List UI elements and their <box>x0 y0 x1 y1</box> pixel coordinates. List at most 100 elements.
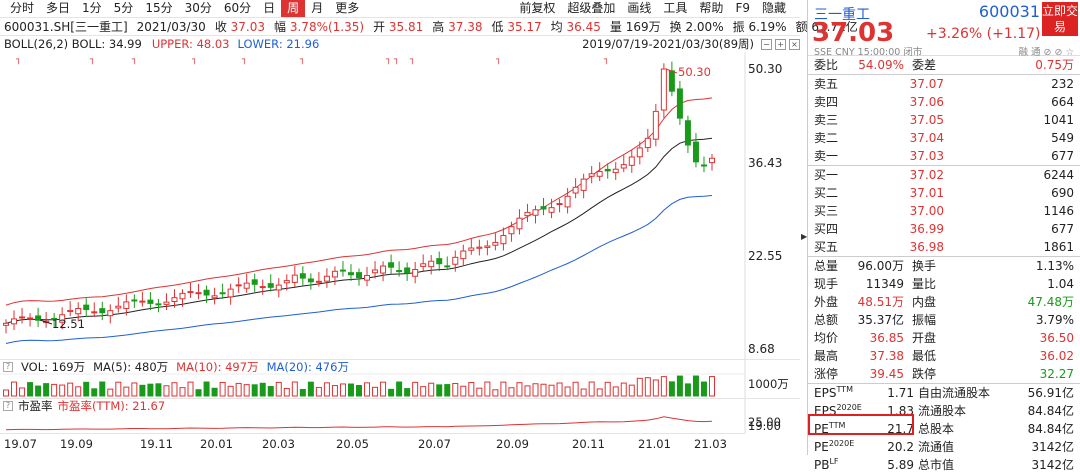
candle-body <box>67 309 74 313</box>
volume-bar <box>195 389 202 397</box>
volume-bar <box>636 377 643 397</box>
candle-body <box>131 299 138 302</box>
event-marker-icon: ┐ <box>191 55 197 65</box>
period-tab-4[interactable]: 15分 <box>145 1 173 15</box>
volume-bar <box>27 382 34 397</box>
volume-bar <box>59 384 66 397</box>
period-tab-1[interactable]: 多日 <box>46 1 71 15</box>
period-tab-0[interactable]: 分时 <box>10 1 35 15</box>
period-tab-2[interactable]: 1分 <box>82 1 102 15</box>
candle-body <box>283 280 290 284</box>
volume-bar <box>163 385 170 397</box>
period-tab-10[interactable]: 更多 <box>335 1 360 15</box>
candle-body <box>692 141 699 163</box>
fin-value2: 56.91亿 <box>1027 386 1074 400</box>
help-icon[interactable]: ? <box>3 362 13 372</box>
stat-row: 总额 35.37亿 振幅 3.79% <box>808 311 1080 329</box>
candle-body <box>163 301 170 305</box>
stat-row: 现手 11349 量比 1.04 <box>808 275 1080 293</box>
event-marker-icon: ┐ <box>241 55 247 65</box>
period-tab-9[interactable]: 月 <box>311 1 324 15</box>
candle-body <box>227 288 234 298</box>
volume-bar: ? VOL: 169万 MA(5): 480万 MA(10): 497万 MA(… <box>0 359 800 374</box>
ask-label: 卖一 <box>814 149 839 163</box>
fin-label-sup: LF <box>829 457 839 466</box>
fin-label-sup: 2020E <box>828 439 855 448</box>
price-axis-label: 8.68 <box>748 342 775 356</box>
price-axis-label: 50.30 <box>748 62 782 76</box>
quote-info-bar: 600031.SH[三一重工] 2021/03/30 收 37.03 幅 3.7… <box>0 18 858 36</box>
menu-item-6[interactable]: 隐藏 <box>761 1 786 15</box>
period-tabs: 分时 多日 1分 5分 15分 30分 60分日周月更多 <box>0 0 365 17</box>
ask-price: 37.05 <box>909 112 944 127</box>
amt-field: 额 61.71亿 <box>796 18 858 35</box>
candle-body <box>452 256 459 265</box>
menu-item-3[interactable]: 工具 <box>663 1 688 15</box>
volume-bar <box>604 381 611 397</box>
candle-body <box>347 272 354 276</box>
menu-item-2[interactable]: 画线 <box>627 1 652 15</box>
shrink-button[interactable]: − <box>761 38 772 50</box>
stat-value: 37.38 <box>869 348 904 363</box>
ask-list: 卖五 37.07 232 卖四 37.06 664 卖三 37.05 1041 卖二 37.04 54… <box>808 74 1080 165</box>
menu-item-1[interactable]: 超级叠加 <box>567 1 616 15</box>
amp-field: 幅 3.78%(1.35) <box>274 18 364 35</box>
candle-body <box>524 211 531 217</box>
period-tab-3[interactable]: 5分 <box>113 1 134 15</box>
vol-ma20: MA(20): 476万 <box>266 360 349 374</box>
boll-label: BOLL: <box>71 37 106 51</box>
upper-value: 48.03 <box>196 37 230 51</box>
bid-label: 买三 <box>814 204 839 218</box>
meta-icons[interactable]: 融 通 ⊘ ⊘ ☆ <box>1018 47 1074 58</box>
period-tab-5[interactable]: 30分 <box>184 1 212 15</box>
period-tab-6[interactable]: 60分 <box>223 1 252 15</box>
ask-volume: 232 <box>1051 76 1074 91</box>
help-icon[interactable]: ? <box>3 401 13 411</box>
expand-button[interactable]: + <box>775 38 786 50</box>
volume-bar <box>43 383 50 397</box>
trade-button[interactable]: 立即交易 <box>1042 2 1079 36</box>
volume-bar <box>35 385 42 397</box>
ask-label: 卖三 <box>814 113 839 127</box>
finance-row: PETTM 21.7 总股本 84.84亿 <box>808 420 1080 438</box>
candle-body <box>596 171 603 177</box>
volume-bar <box>460 385 467 397</box>
volume-bar <box>364 382 371 397</box>
volume-bar <box>612 386 619 397</box>
volume-bar <box>283 387 290 397</box>
volume-bar <box>652 379 659 397</box>
volume-bar <box>275 381 282 397</box>
candle-body <box>171 297 178 302</box>
collapse-arrow-icon[interactable]: ▶ <box>801 232 808 241</box>
period-tab-8[interactable]: 周 <box>281 0 306 17</box>
stat-label: 现手 <box>814 277 839 291</box>
x-tick-label: 20.11 <box>572 437 605 451</box>
kline-chart-area[interactable]: 50.30 36.43 22.55 8.68 ┐ ┐ ┐ ┐ ┐ ┐ ┐ ┐ ┐ ┐ ┐ 50.30 12.51… <box>0 52 800 437</box>
stat-label: 开盘 <box>912 331 937 345</box>
candle-body <box>540 206 547 210</box>
close-button[interactable]: × <box>789 38 800 50</box>
fin-label-sup: 2020E <box>836 403 862 412</box>
low-field: 低 35.17 <box>491 18 541 35</box>
event-marker-icon: ┐ <box>131 55 137 65</box>
stat-row: 均价 36.85 开盘 36.50 <box>808 329 1080 347</box>
avg-value: 36.45 <box>566 20 601 34</box>
event-marker-icon: ┐ <box>409 55 415 65</box>
candle-body <box>259 286 266 289</box>
stat-label: 总额 <box>814 313 839 327</box>
turn-label: 换 <box>669 20 682 34</box>
candle-body <box>404 267 411 274</box>
ask-label: 卖二 <box>814 131 839 145</box>
ask-label: 卖五 <box>814 77 839 91</box>
menu-item-5[interactable]: F9 <box>735 1 750 15</box>
period-tab-7[interactable]: 日 <box>263 1 276 15</box>
close-field: 收 37.03 <box>215 18 265 35</box>
volume-bar <box>11 381 18 397</box>
stats-list: 总量 96.00万 换手 1.13% 现手 11349 量比 1.04 外盘 48.51万 内盘 47… <box>808 256 1080 383</box>
volume-bar <box>251 384 258 397</box>
candle-body <box>195 292 202 295</box>
turn-value: 2.00% <box>685 20 724 34</box>
menu-item-4[interactable]: 帮助 <box>699 1 724 15</box>
menu-item-0[interactable]: 前复权 <box>519 1 556 15</box>
